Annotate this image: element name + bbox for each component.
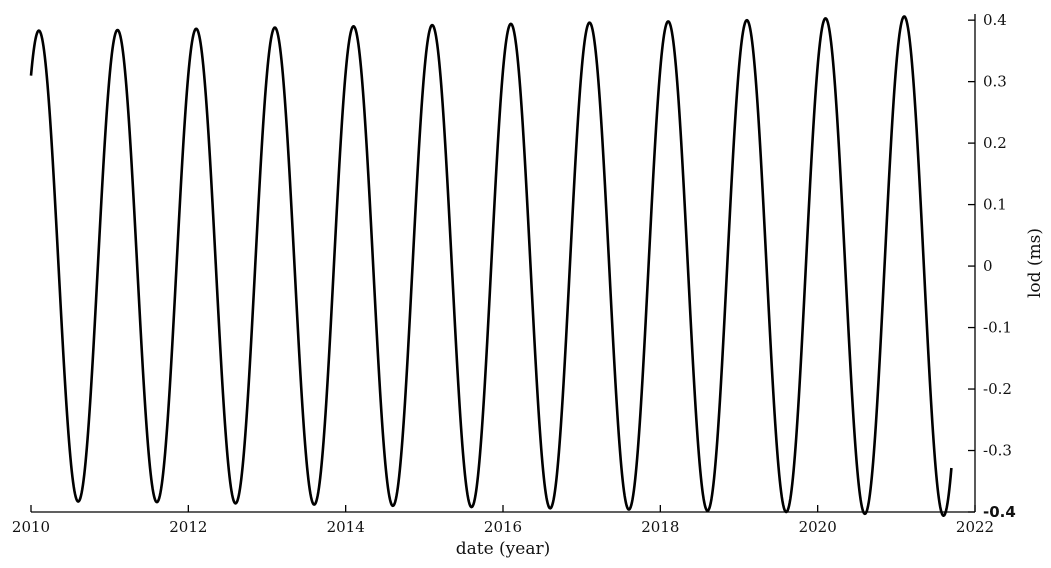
y-tick-label: -0.3	[983, 442, 1012, 460]
x-tick-label: 2016	[484, 518, 522, 536]
y-tick-label: 0.3	[983, 73, 1007, 91]
x-tick-label: 2012	[169, 518, 207, 536]
y-axis-title: lod (ms)	[1025, 228, 1045, 298]
x-tick-label: 2018	[641, 518, 679, 536]
x-axis: 2010 2012 2014 2016 2018 2020 2022 date (year)	[12, 505, 994, 559]
x-tick-label: 2014	[327, 518, 365, 536]
x-tick-label: 2022	[956, 518, 994, 536]
y-tick-label: 0.1	[983, 196, 1007, 214]
y-tick-label: 0.4	[983, 11, 1007, 29]
y-tick-label: 0.2	[983, 134, 1007, 152]
y-tick-label: -0.1	[983, 319, 1012, 337]
y-tick-label: -0.4	[983, 503, 1016, 521]
y-tick-label: -0.2	[983, 380, 1012, 398]
y-tick-label: 0	[983, 257, 993, 275]
x-tick-label: 2010	[12, 518, 50, 536]
series-line	[29, 15, 953, 517]
y-axis: 0.4 0.3 0.2 0.1 0 -0.1 -0.2 -0.3 -0.4 lod (ms)	[968, 11, 1045, 521]
x-tick-label: 2020	[799, 518, 837, 536]
x-axis-title: date (year)	[456, 539, 551, 559]
